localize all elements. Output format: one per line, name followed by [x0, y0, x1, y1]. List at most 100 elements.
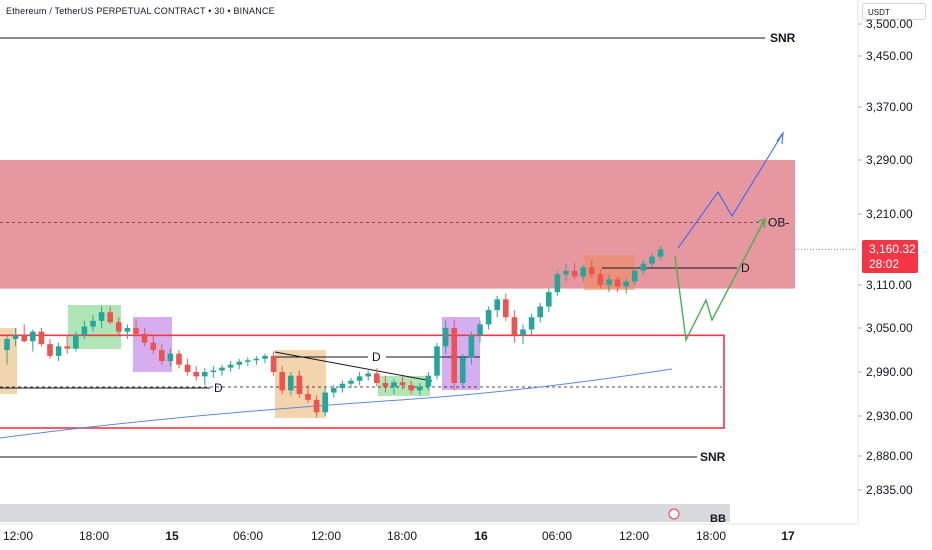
- candle-body: [133, 328, 139, 334]
- price-tick-label: 3,290.00: [866, 153, 913, 167]
- moving-average-line: [0, 368, 673, 439]
- snr-bottom-label: SNR: [700, 450, 726, 464]
- currency-label: USDT: [868, 8, 890, 17]
- candle-body: [365, 373, 371, 377]
- candle-body: [98, 312, 105, 321]
- currency-selector[interactable]: USDT: [862, 3, 926, 20]
- d-label-3: D: [741, 261, 750, 275]
- green-zone-2: [378, 376, 430, 396]
- candle-body: [520, 329, 526, 336]
- candle-body: [150, 342, 156, 350]
- candle-body: [331, 388, 337, 393]
- candle-body: [245, 360, 251, 362]
- candle-body: [253, 358, 260, 361]
- candle-body: [657, 249, 664, 257]
- candle-body: [468, 335, 475, 358]
- candle-body: [288, 375, 294, 391]
- candle-body: [322, 392, 328, 413]
- candle-body: [176, 353, 182, 365]
- price-tick-label: 2,880.00: [866, 449, 913, 463]
- candle-body: [511, 317, 518, 336]
- ob-label: OB-: [768, 216, 789, 230]
- candle-body: [434, 346, 440, 376]
- candle-body: [262, 355, 268, 359]
- candle-body: [391, 382, 397, 387]
- candle-body: [528, 317, 535, 330]
- candle-body: [485, 310, 492, 325]
- candle-body: [640, 263, 647, 271]
- time-tick-label: 06:00: [542, 529, 572, 543]
- countdown-timer: 28:02: [869, 257, 900, 271]
- candle-body: [107, 312, 113, 323]
- candle-body: [202, 372, 208, 377]
- candle-body: [597, 274, 604, 285]
- candle-body: [21, 335, 27, 342]
- candle-body: [477, 324, 483, 336]
- bb-band: [0, 504, 730, 522]
- candle-body: [210, 370, 217, 372]
- time-tick-label: 15: [165, 529, 179, 543]
- candle-body: [73, 335, 79, 349]
- d-label-1: D: [214, 381, 223, 395]
- candle-body: [12, 335, 19, 339]
- candle-body: [81, 326, 88, 336]
- candle-body: [649, 256, 655, 264]
- price-tick-label: 3,370.00: [866, 100, 913, 114]
- time-tick-label: 06:00: [233, 529, 263, 543]
- time-tick-label: 12:00: [619, 529, 649, 543]
- candle-body: [313, 399, 320, 413]
- candle-body: [356, 376, 363, 381]
- candle-body: [64, 346, 70, 349]
- alert-icon: [668, 508, 680, 520]
- candle-body: [460, 357, 466, 383]
- candle-body: [442, 328, 449, 347]
- candle-body: [546, 292, 552, 307]
- symbol-name: Ethereum / TetherUS PERPETUAL CONTRACT: [6, 6, 206, 16]
- candle-body: [219, 367, 225, 371]
- bb-label: BB: [710, 513, 726, 525]
- alternate-projection: [674, 218, 766, 343]
- candle-body: [382, 383, 389, 387]
- time-tick-label: 18:00: [696, 529, 726, 543]
- candle-body: [159, 350, 165, 361]
- candle-body: [4, 339, 10, 350]
- candle-body: [38, 331, 45, 345]
- time-tick-label: 17: [781, 529, 795, 543]
- candle-body: [417, 386, 423, 391]
- price-tick-label: 2,930.00: [866, 409, 913, 423]
- exchange: BINANCE: [233, 6, 275, 16]
- candle-body: [236, 361, 242, 365]
- time-tick-label: 18:00: [387, 529, 417, 543]
- candle-body: [537, 306, 543, 318]
- candle-body: [589, 267, 595, 275]
- candle-body: [408, 385, 414, 391]
- candle-body: [563, 270, 569, 275]
- last-price-value: 3,160.32: [869, 242, 916, 256]
- candle-body: [184, 364, 191, 372]
- price-tick-label: 2,835.00: [866, 483, 913, 497]
- candle-body: [399, 382, 406, 386]
- candle-body: [116, 322, 122, 332]
- demand-box: [0, 334, 725, 429]
- last-price-badge: 3,160.32 28:02: [862, 240, 918, 273]
- candle-body: [270, 355, 277, 372]
- candle-body: [451, 328, 457, 383]
- candle-body: [141, 333, 148, 343]
- price-tick-label: 3,500.00: [866, 17, 913, 31]
- header-sep-2: •: [227, 6, 231, 16]
- snr-top-label: SNR: [770, 31, 796, 45]
- price-tick-label: 3,210.00: [866, 207, 913, 221]
- candle-body: [494, 299, 500, 311]
- time-tick-label: 12:00: [3, 529, 33, 543]
- candle-body: [503, 299, 509, 318]
- candle-body: [90, 320, 96, 327]
- candle-body: [167, 353, 174, 361]
- time-tick-label: 12:00: [311, 529, 341, 543]
- ob-zone: [0, 160, 795, 289]
- candle-body: [374, 373, 380, 383]
- bullish-projection-arrow: [776, 131, 784, 145]
- price-tick-label: 3,050.00: [866, 321, 913, 335]
- alternate-projection-arrow: [756, 217, 766, 229]
- candle-body: [296, 375, 303, 394]
